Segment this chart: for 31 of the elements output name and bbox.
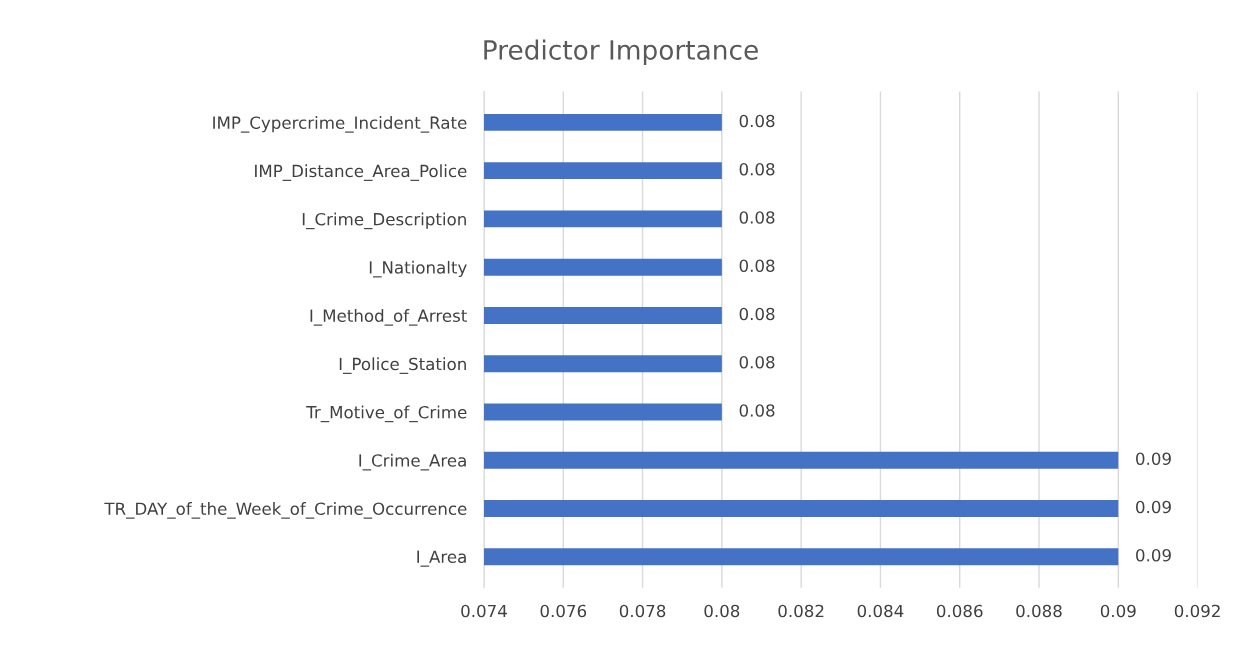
y-tick-label: I_Police_Station	[339, 357, 466, 374]
data-label: 0.08	[739, 162, 775, 176]
y-tick-label: I_Area	[417, 550, 466, 567]
y-tick-label: I_Nationalty	[369, 260, 467, 278]
x-tick-label: 0.082	[778, 604, 824, 618]
data-label: 0.09	[1136, 548, 1171, 562]
x-tick-label: 0.078	[619, 604, 666, 618]
x-tick-label: 0.086	[936, 604, 983, 618]
x-tick-label: 0.074	[461, 604, 507, 618]
x-tick-label: 0.088	[1016, 604, 1062, 618]
x-tick-label: 0.092	[1174, 604, 1220, 618]
x-tick-label: 0.09	[1100, 604, 1136, 618]
data-label: 0.08	[739, 355, 775, 369]
y-tick-label: IMP_Cypercrime_Incident_Rate	[213, 116, 467, 133]
y-tick-label: I_Crime_Description	[302, 212, 466, 230]
data-label: 0.08	[739, 307, 775, 321]
chart-title: Predictor Importance	[484, 39, 758, 66]
data-label: 0.09	[1136, 500, 1171, 514]
x-tick-label: 0.084	[857, 604, 904, 618]
y-tick-label: IMP_Distance_Area_Police	[255, 164, 467, 181]
data-label: 0.09	[1136, 452, 1171, 466]
data-label: 0.08	[739, 211, 775, 224]
y-tick-label: TR_DAY_of_the_Week_of_Crime_Occurrence	[104, 502, 467, 519]
y-tick-label: Tr_Motive_of_Crime	[306, 405, 467, 423]
y-tick-label: I_Method_of_Arrest	[310, 309, 467, 326]
data-label: 0.08	[739, 114, 775, 128]
x-tick-label: 0.08	[704, 604, 740, 618]
data-label: 0.08	[739, 259, 775, 273]
y-tick-label: I_Crime_Area	[359, 453, 466, 471]
data-label: 0.08	[739, 404, 775, 417]
x-tick-label: 0.076	[540, 604, 587, 618]
